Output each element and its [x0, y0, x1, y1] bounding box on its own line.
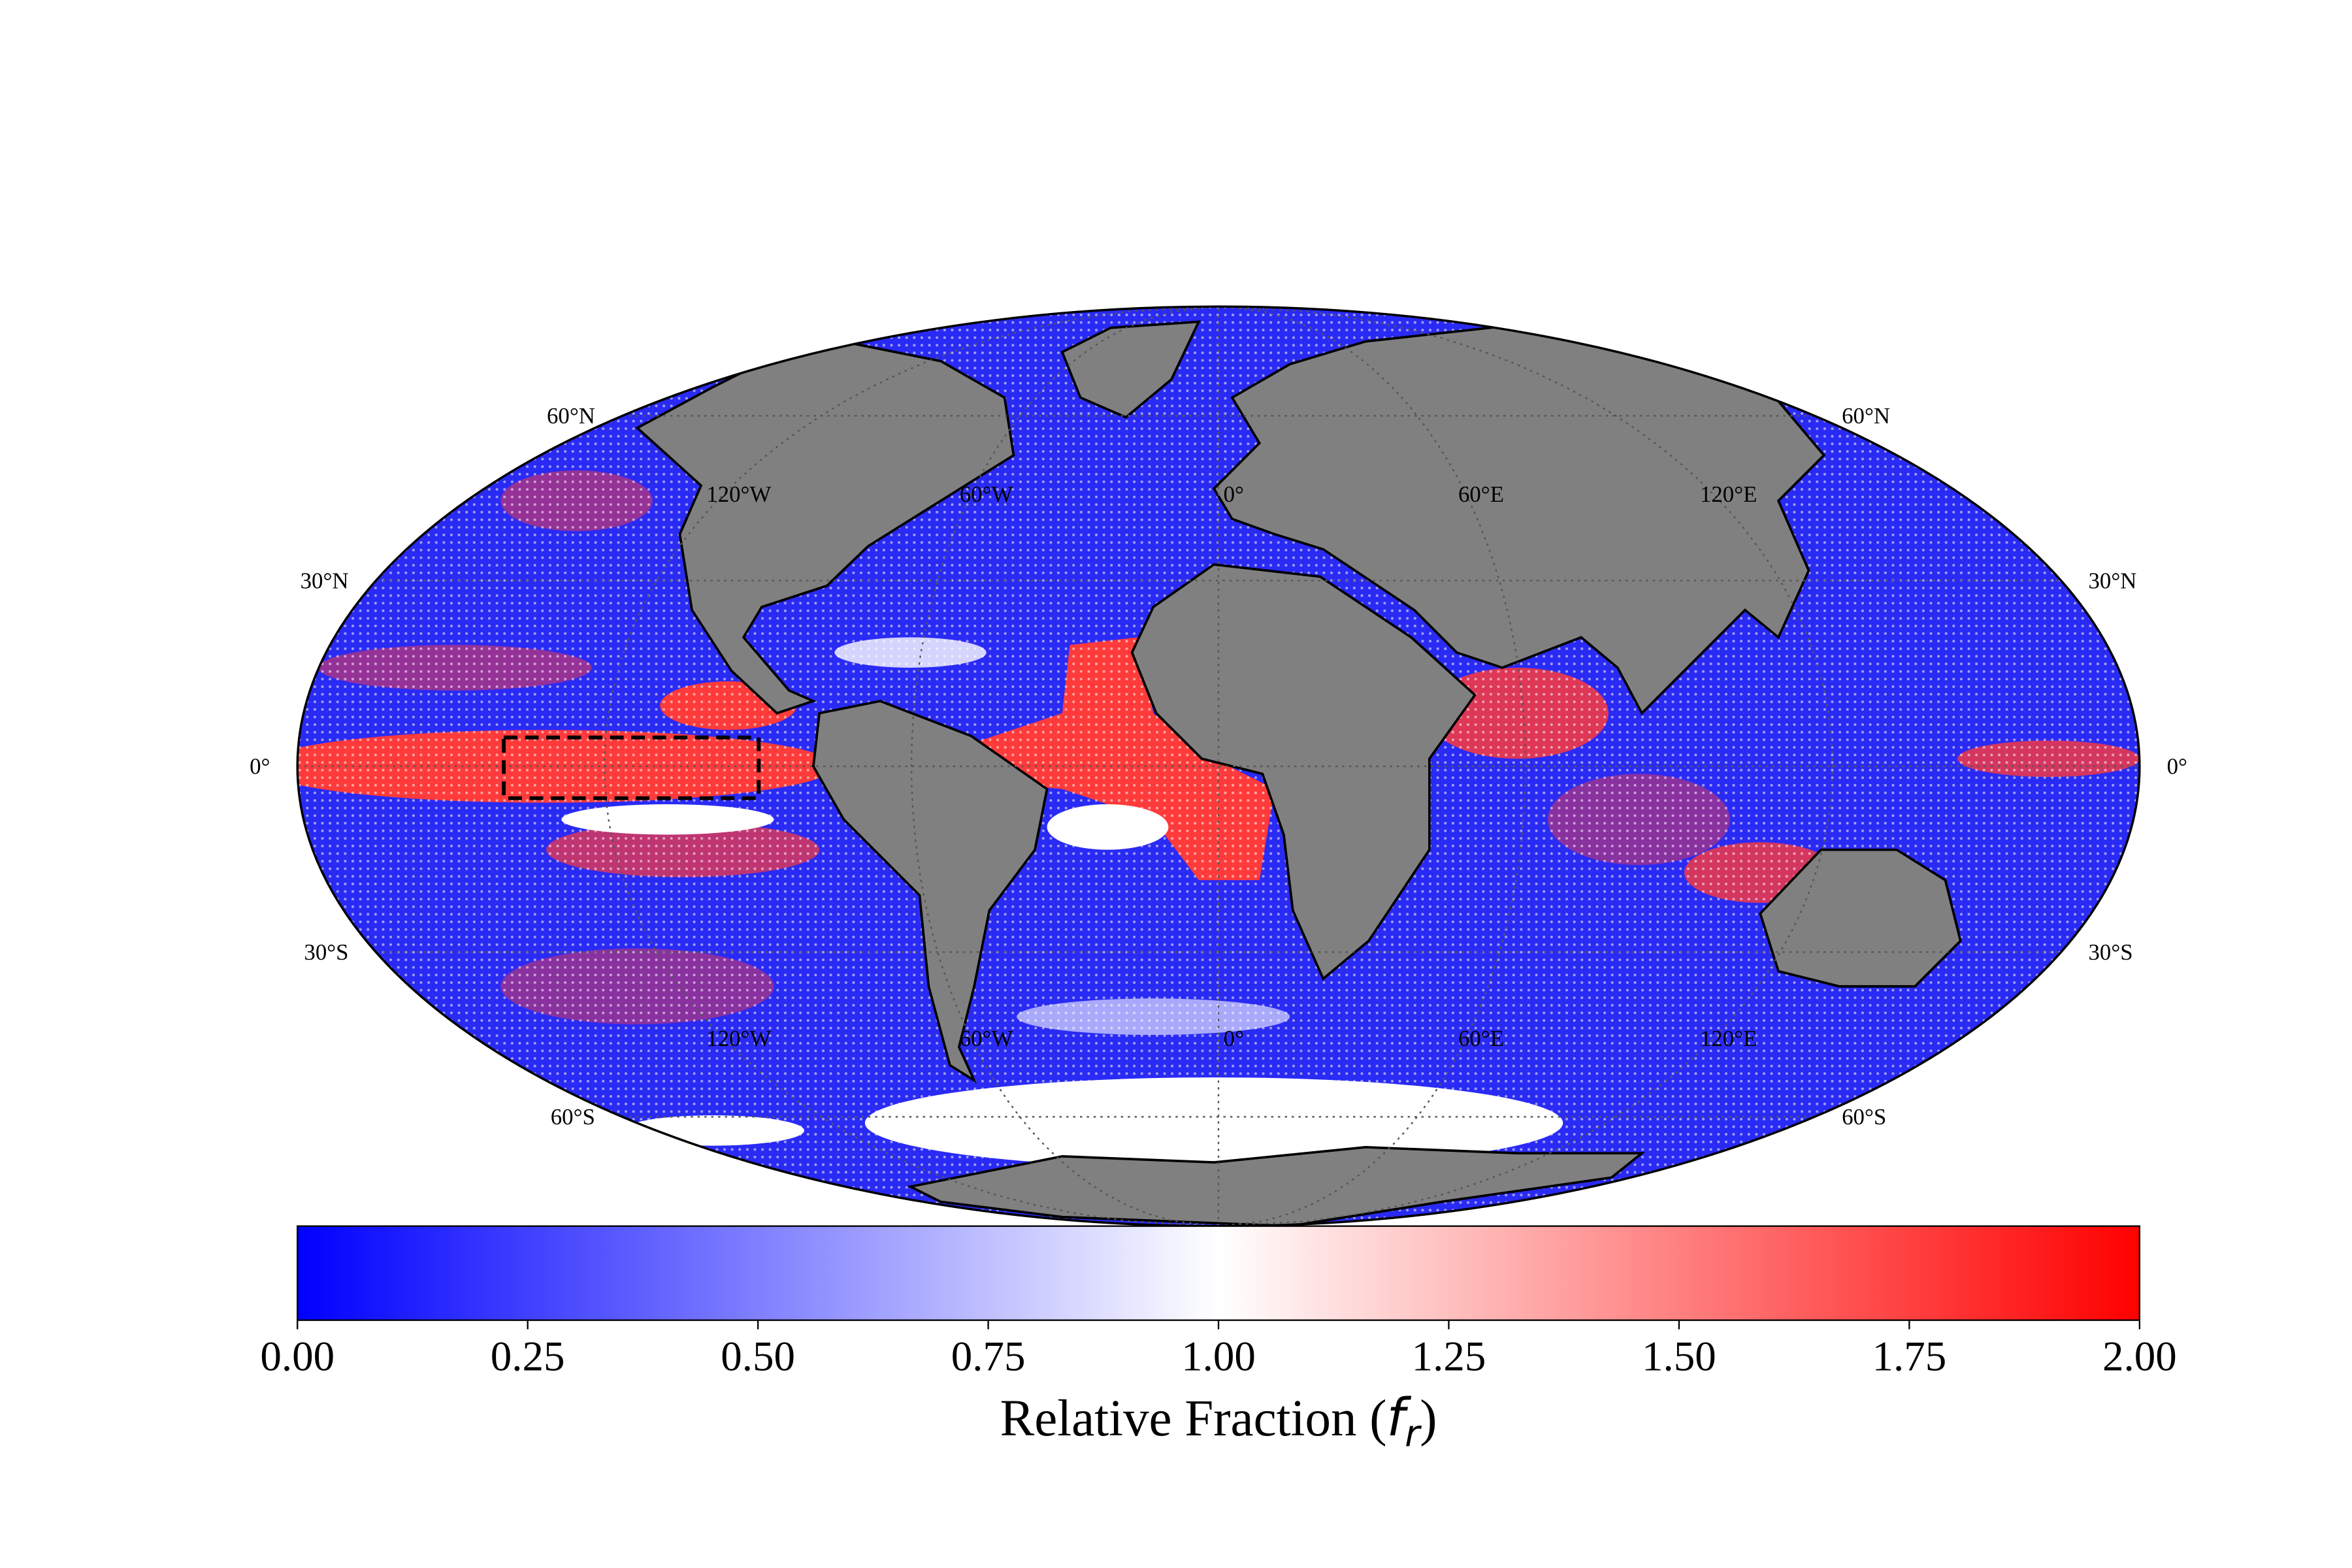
longitude-label: 0°	[1224, 1026, 1244, 1051]
label-text: Relative Fraction (	[1000, 1390, 1387, 1447]
colorbar-tick-label: 1.25	[1412, 1333, 1486, 1380]
study-region-box	[502, 735, 761, 800]
longitude-line	[1218, 306, 1527, 1226]
colorbar-tick-label: 0.50	[721, 1333, 795, 1380]
colorbar-tick-label: 1.50	[1642, 1333, 1716, 1380]
colorbar-tick-label: 0.75	[951, 1333, 1026, 1380]
graticule-labels: 60°N 60°N 30°N 30°N 0° 0° 30°S 30°S 60°S 60°S 120°…	[250, 403, 2187, 1130]
latitude-label: 30°N	[301, 568, 349, 593]
colorbar-tick-label: 0.25	[491, 1333, 565, 1380]
graticule	[297, 306, 2140, 1226]
latitude-label: 60°N	[1842, 403, 1890, 429]
colorbar-tick-label: 2.00	[2102, 1333, 2177, 1380]
latitude-label: 60°N	[547, 403, 595, 429]
colorbar-tick-label: 1.75	[1872, 1333, 1946, 1380]
continents	[635, 320, 1962, 1226]
latitude-label: 30°S	[304, 939, 348, 965]
latitude-label: 0°	[2167, 754, 2187, 779]
longitude-label: 60°W	[960, 482, 1013, 507]
longitude-label: 60°E	[1458, 482, 1504, 507]
longitude-label: 60°E	[1458, 1026, 1504, 1051]
longitude-label: 120°E	[1700, 482, 1757, 507]
label-subscript: r	[1405, 1413, 1422, 1455]
longitude-label: 0°	[1224, 482, 1244, 507]
longitude-label: 120°E	[1700, 1026, 1757, 1051]
latitude-label: 60°S	[1842, 1104, 1886, 1130]
colorbar-tick-label: 1.00	[1181, 1333, 1256, 1380]
colorbar-tick-label: 0.00	[260, 1333, 335, 1380]
colorbar-ticks: 0.00 0.25 0.50 0.75 1.00 1.25 1.50 1.75 2.00	[260, 1320, 2177, 1380]
longitude-line	[603, 306, 1219, 1226]
longitude-line	[911, 306, 1219, 1226]
latitude-label: 30°N	[2088, 568, 2136, 593]
colorbar-label: Relative Fraction (fr)	[1000, 1388, 1437, 1455]
longitude-label: 60°W	[960, 1026, 1013, 1051]
longitude-label: 120°W	[706, 482, 771, 507]
latitude-label: 0°	[250, 754, 270, 779]
ocean	[297, 306, 2140, 1226]
latitude-label: 60°S	[551, 1104, 595, 1130]
colorbar	[297, 1225, 2141, 1321]
label-close: )	[1420, 1390, 1437, 1447]
latitude-label: 30°S	[2088, 939, 2132, 965]
longitude-line	[1218, 306, 1834, 1226]
longitude-label: 120°W	[706, 1026, 771, 1051]
